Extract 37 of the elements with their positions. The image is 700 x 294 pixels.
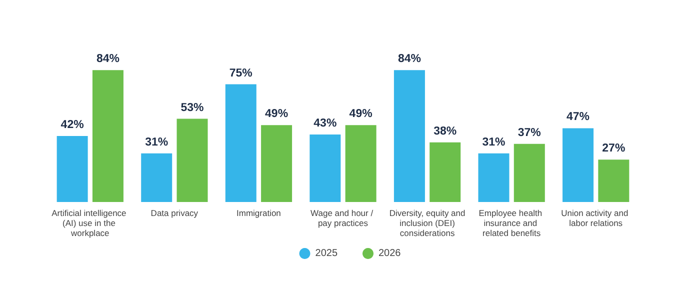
data-label: 84% <box>398 53 421 66</box>
bar <box>478 153 510 202</box>
data-label: 49% <box>349 108 372 120</box>
data-label: 38% <box>434 125 457 138</box>
x-tick-label: Employee health insurance and related benefits <box>478 208 544 238</box>
data-label: 31% <box>145 136 168 148</box>
data-label: 31% <box>482 136 506 148</box>
x-tick-label: Immigration <box>236 208 282 218</box>
bar <box>92 70 124 202</box>
data-label: 53% <box>180 102 204 114</box>
data-label: 42% <box>60 119 84 132</box>
x-tick-label: Data privacy <box>150 208 199 218</box>
legend-label: 2025 <box>315 248 338 259</box>
x-tick-label: Wage and hour / pay practices <box>310 208 376 228</box>
data-label: 75% <box>229 67 252 80</box>
data-label: 27% <box>602 142 626 155</box>
bar <box>141 153 172 202</box>
bar <box>261 125 292 202</box>
data-label: 49% <box>265 108 288 120</box>
x-tick-label: Union activity and labor relations <box>561 208 631 228</box>
bar <box>56 136 88 202</box>
bar <box>514 144 545 202</box>
bar <box>562 128 594 202</box>
x-tick-label: Diversity, equity and inclusion (DEI) considerations <box>389 208 466 238</box>
data-label: 43% <box>314 117 337 130</box>
x-tick-label: Artificial intelligence (AI) use in the workplace <box>52 208 129 238</box>
data-label: 37% <box>518 126 541 139</box>
bar <box>345 125 376 202</box>
bar <box>430 142 461 202</box>
bar <box>598 160 630 202</box>
data-label: 47% <box>566 111 590 124</box>
bar <box>310 134 341 202</box>
bar <box>225 84 256 202</box>
bar <box>176 118 208 202</box>
data-label: 84% <box>96 53 120 66</box>
legend-label: 2026 <box>378 248 402 259</box>
bar <box>394 70 425 202</box>
